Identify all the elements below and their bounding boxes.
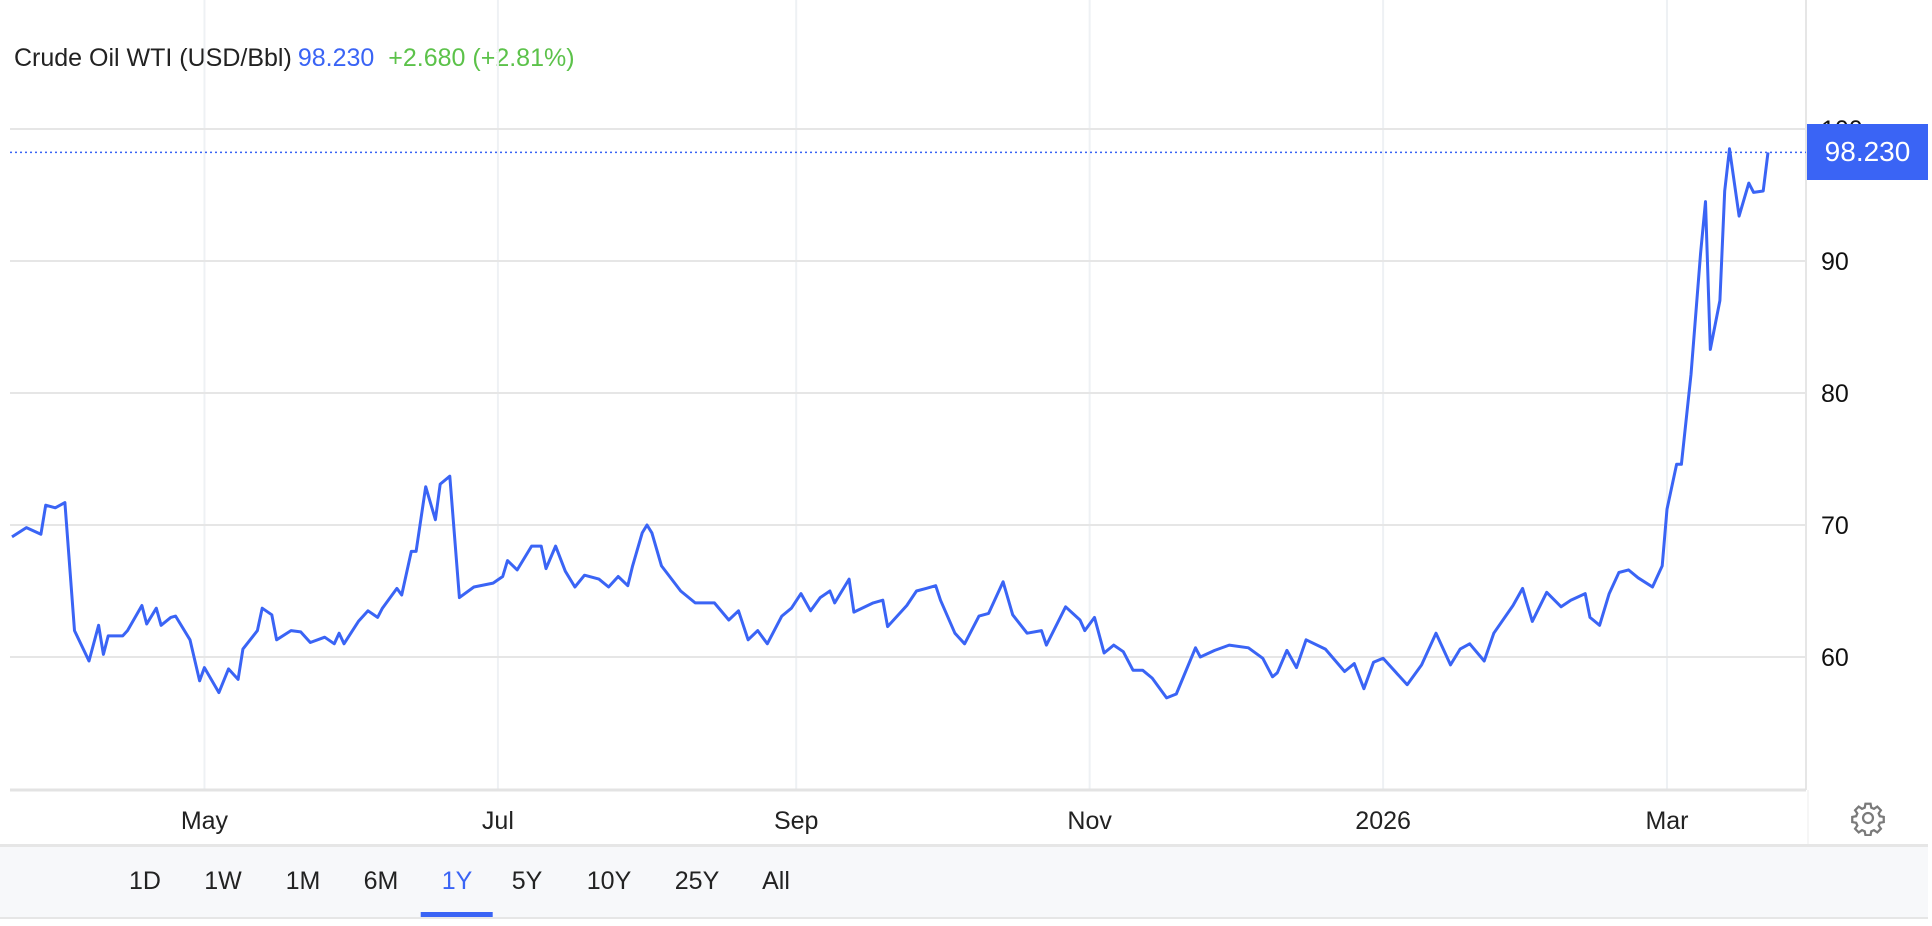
range-button-1d[interactable]: 1D: [129, 867, 161, 895]
range-button-1y[interactable]: 1Y: [432, 847, 483, 917]
x-tick-label: Nov: [1067, 807, 1112, 835]
x-tick-label: Jul: [482, 807, 514, 835]
y-tick-label: 70: [1821, 512, 1849, 540]
x-tick-label: Sep: [774, 807, 818, 835]
y-tick-label: 60: [1821, 644, 1849, 672]
range-button-6m[interactable]: 6M: [363, 867, 399, 895]
price-change: +2.680 (+2.81%): [388, 44, 575, 72]
range-button-25y[interactable]: 25Y: [674, 867, 720, 895]
chart-header: Crude Oil WTI (USD/Bbl) 98.230 +2.680 (+2.…: [14, 44, 575, 73]
y-tick-label: 90: [1821, 248, 1849, 276]
instrument-name: Crude Oil WTI (USD/Bbl): [14, 44, 292, 72]
range-selector: 1D 1W 1M 6M 1Y 5Y 10Y 25Y All: [0, 844, 1928, 919]
y-tick-label: 80: [1821, 380, 1849, 408]
range-button-all[interactable]: All: [762, 867, 790, 895]
range-button-5y[interactable]: 5Y: [511, 867, 543, 895]
range-button-10y[interactable]: 10Y: [586, 867, 632, 895]
range-button-1w[interactable]: 1W: [204, 867, 242, 895]
x-tick-label: Mar: [1645, 807, 1688, 835]
last-price: 98.230: [297, 44, 375, 72]
range-button-1m[interactable]: 1M: [285, 867, 321, 895]
last-price-tag: 98.230: [1807, 124, 1928, 181]
x-tick-label: May: [181, 807, 229, 835]
gear-icon[interactable]: [1850, 800, 1886, 837]
x-tick-label: 2026: [1355, 807, 1411, 835]
price-line: [11, 147, 1770, 700]
